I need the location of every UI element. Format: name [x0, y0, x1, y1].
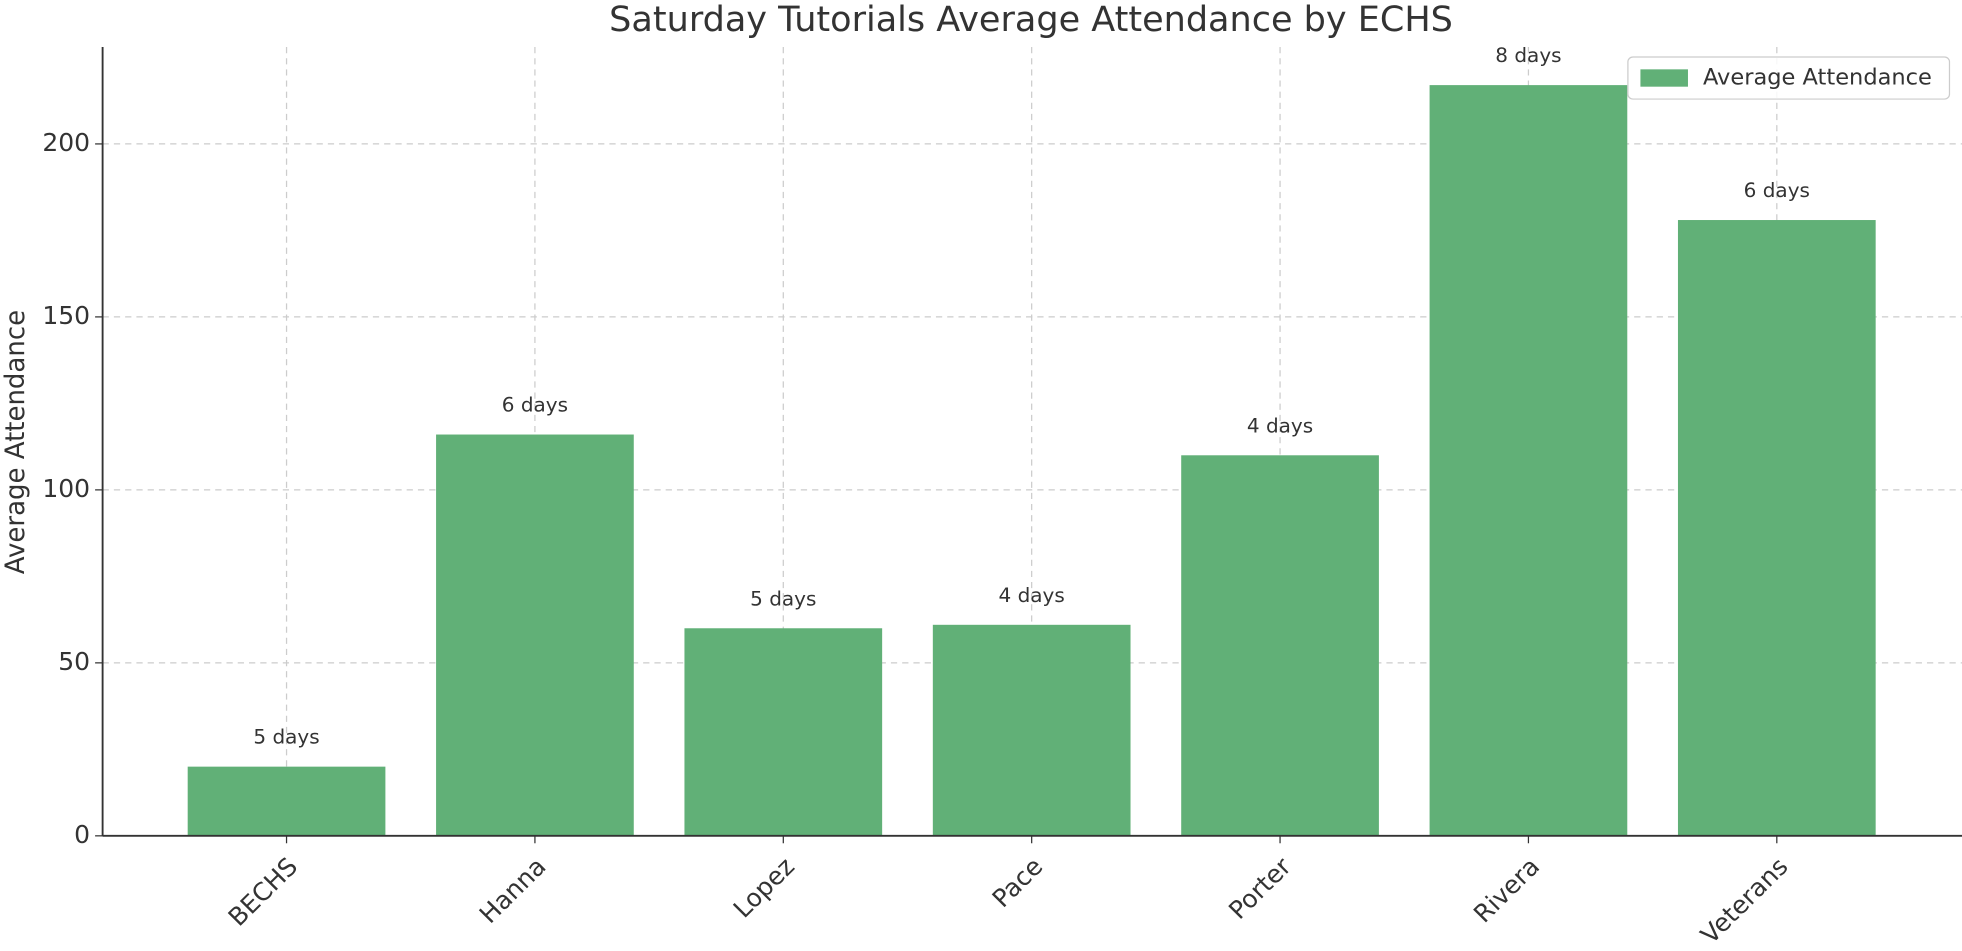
bar — [1677, 220, 1876, 836]
x-tick-label: Veterans — [1695, 852, 1794, 950]
y-axis-label: Average Attendance — [1, 310, 31, 574]
bar — [1181, 455, 1379, 836]
legend-swatch — [1640, 69, 1688, 87]
bar-annotation: 5 days — [253, 726, 319, 749]
bar — [436, 434, 634, 836]
bar — [1429, 85, 1628, 836]
y-tick-label: 0 — [74, 820, 90, 849]
legend-box — [1627, 56, 1951, 100]
y-tick-label: 150 — [42, 301, 90, 330]
y-tick-label: 50 — [58, 647, 90, 676]
chart-title: Saturday Tutorials Average Attendance by… — [609, 0, 1453, 40]
legend-label: Average Attendance — [1703, 65, 1932, 91]
bar-annotation: 5 days — [750, 587, 816, 610]
bar-annotation: 4 days — [999, 584, 1065, 607]
bar — [684, 628, 883, 836]
x-tick-label: Porter — [1223, 851, 1297, 925]
y-tick-label: 200 — [42, 128, 90, 157]
bar-annotation: 6 days — [1744, 179, 1810, 202]
x-tick-label: Hanna — [474, 852, 552, 929]
bar — [187, 766, 386, 836]
y-tick-label: 100 — [42, 474, 90, 503]
bar-annotation: 6 days — [502, 394, 568, 417]
bar-annotation: 4 days — [1247, 414, 1313, 437]
x-tick-label: Pace — [987, 852, 1049, 913]
x-tick-label: Lopez — [728, 852, 800, 924]
bar-annotation: 8 days — [1495, 44, 1561, 67]
x-tick-label: Rivera — [1468, 852, 1545, 928]
bar — [932, 624, 1131, 836]
x-tick-label: BECHS — [223, 852, 304, 932]
